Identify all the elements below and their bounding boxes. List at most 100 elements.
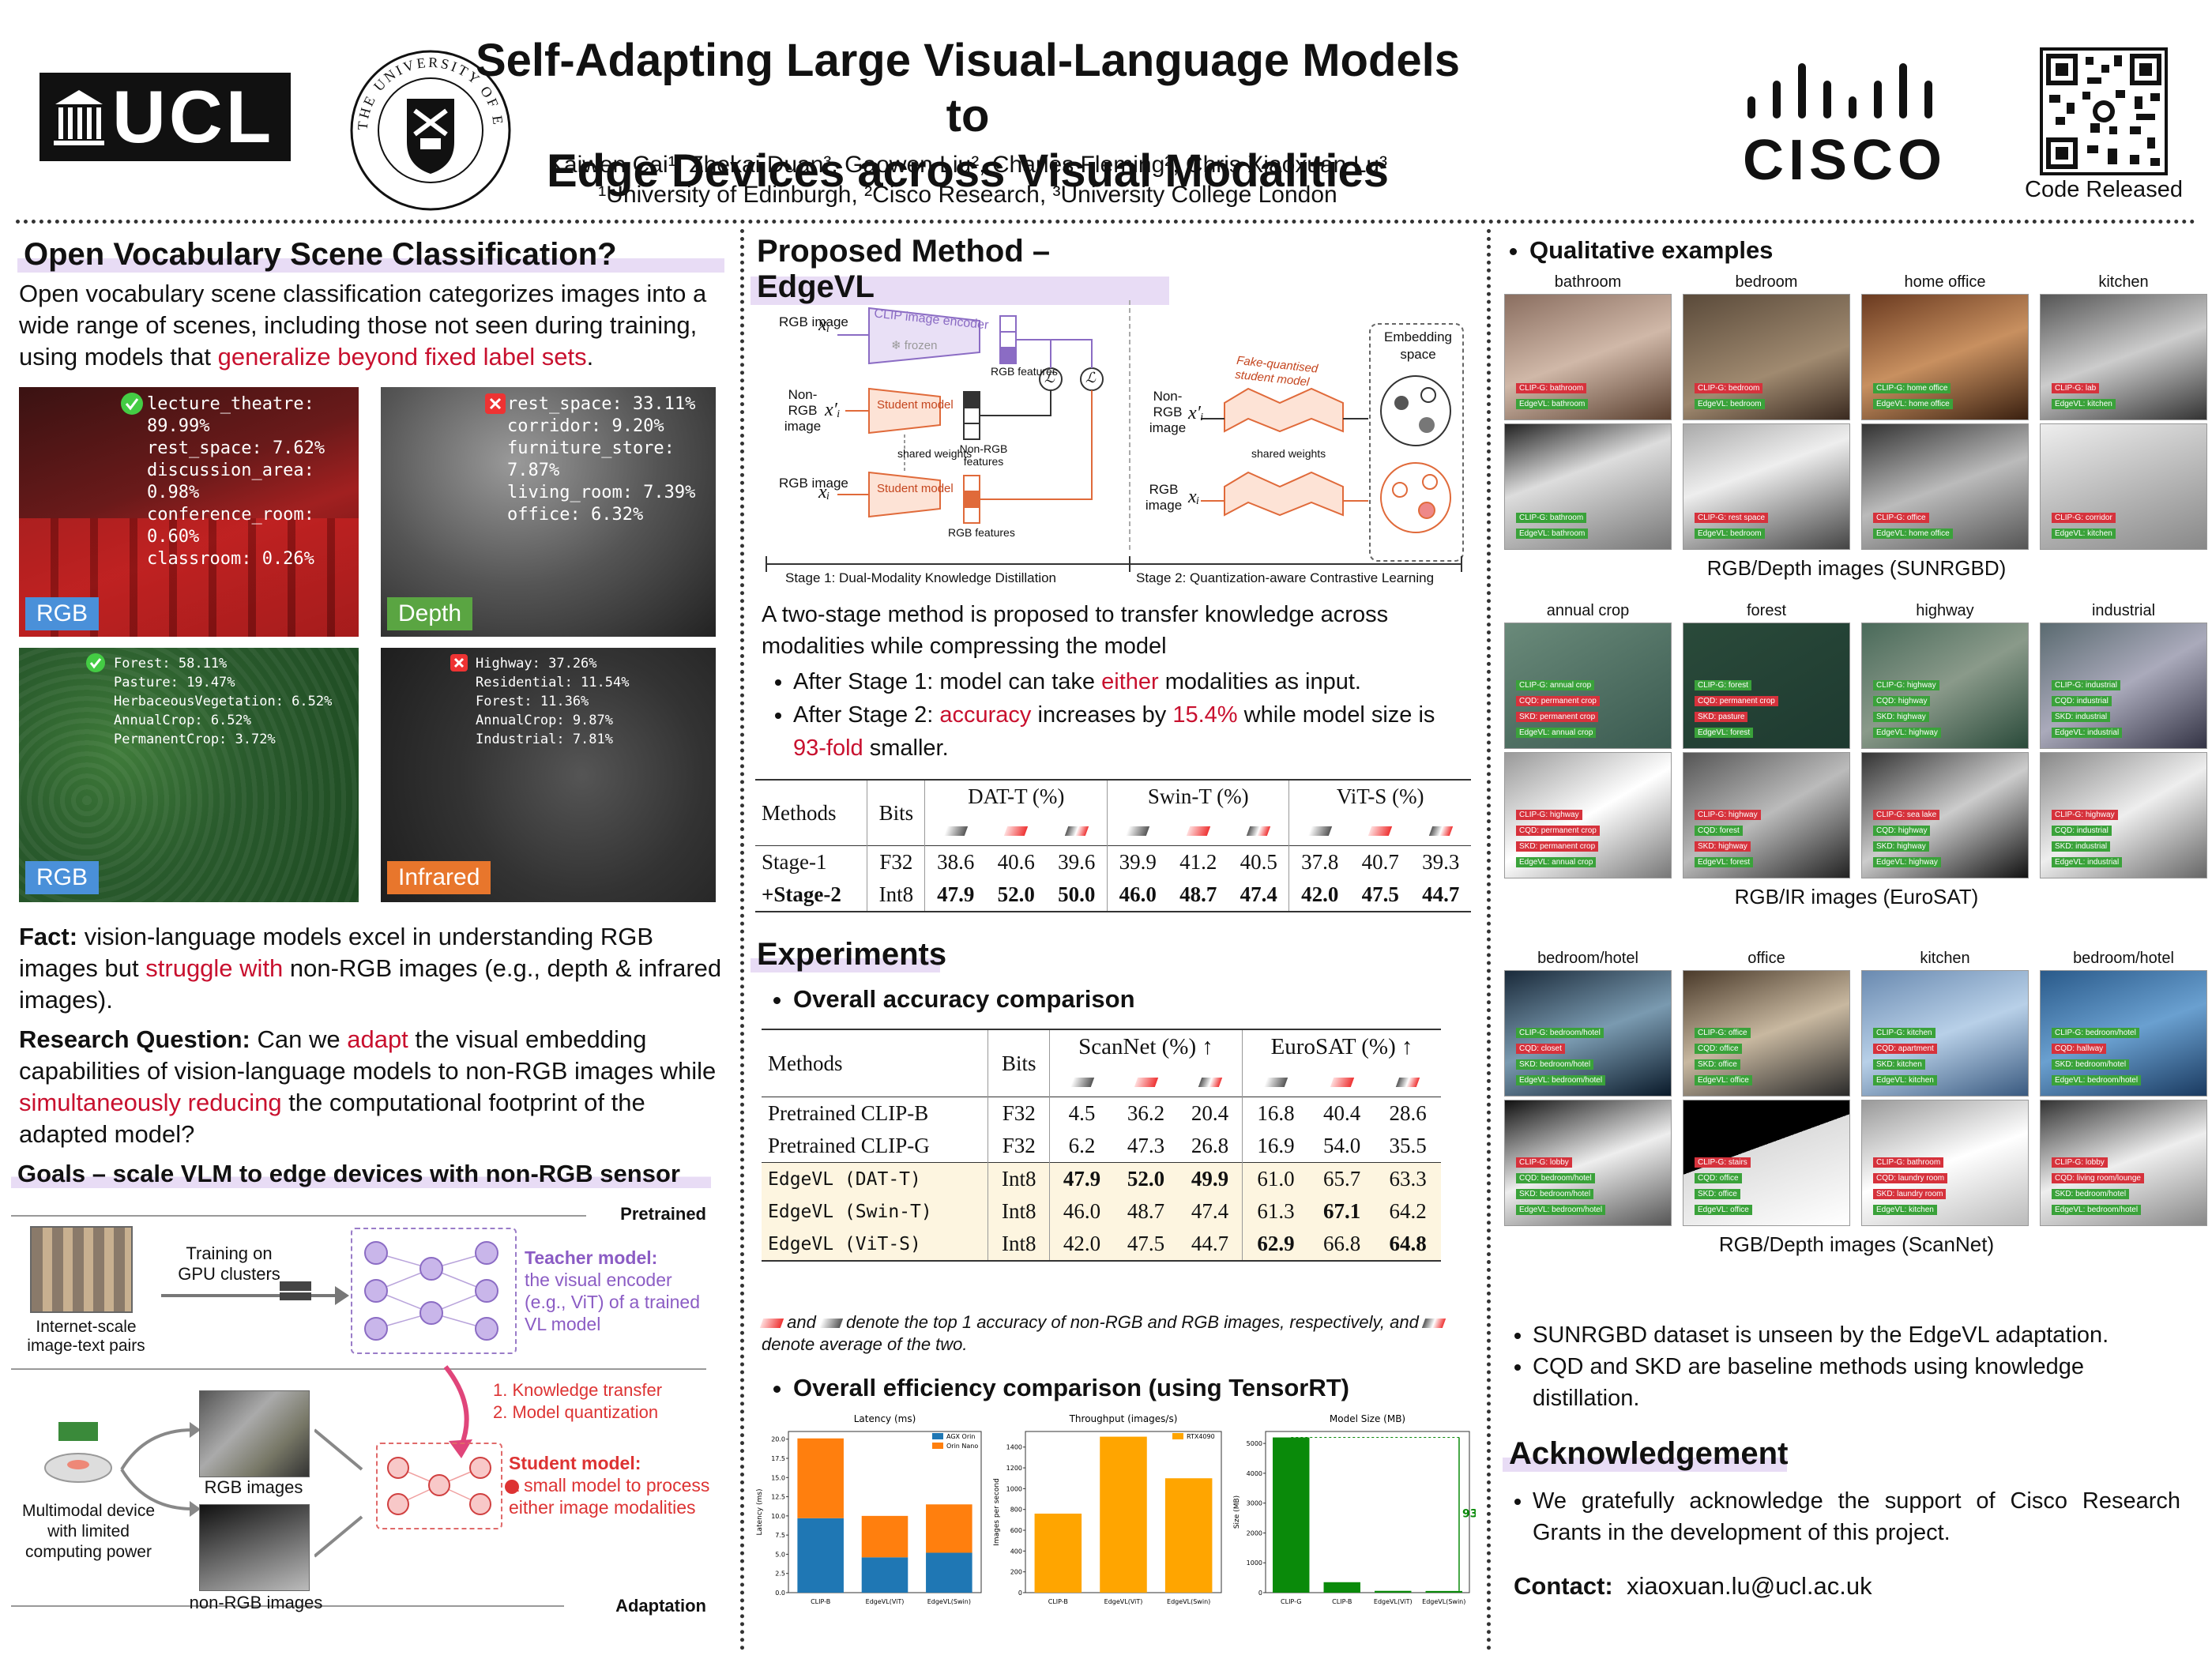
prediction-label: EdgeVL: bedroom/hotel	[2052, 1205, 2142, 1215]
qualitative-thumbnail: CLIP-G: bathroom EdgeVL: bathroom	[1504, 294, 1672, 420]
x-tick-label: EdgeVL(Swin)	[1422, 1598, 1465, 1605]
column-label: industrial	[2091, 602, 2156, 619]
qr-code[interactable]	[2040, 47, 2168, 175]
non-rgb-image-label-s2: Non-RGB image	[1149, 389, 1187, 435]
model-size-chart: Model Size (MB) Size (MB) 0 1000 2000 3000 400…	[1233, 1413, 1476, 1605]
xi-label: xᵢ	[818, 314, 830, 335]
prediction-label: EdgeVL: bathroom	[1516, 529, 1589, 539]
y-tick-label: 1000	[1247, 1559, 1262, 1567]
table-row: EdgeVL (DAT-T) Int8 47.9 52.0 49.9 61.0 65.7…	[762, 1162, 1441, 1195]
prediction-label: EdgeVL: kitchen	[1873, 1205, 1937, 1215]
kt-steps: 1. Knowledge transfer 2. Model quantizati…	[493, 1380, 663, 1422]
x-tick-label: CLIP-B	[1048, 1598, 1068, 1605]
table-row: +Stage-2 Int8 47.9 52.0 50.0 46.0 48.7 47.4 …	[755, 878, 1471, 912]
frozen-label: ❄ frozen	[891, 339, 938, 352]
t1-header-methods: Methods	[755, 780, 868, 846]
table-row: EdgeVL (Swin-T) Int8 46.0 48.7 47.4 61.3 67.…	[762, 1195, 1441, 1228]
goals-diagram: Pretrained Adaptation Internet-scale ima…	[11, 1201, 722, 1651]
prediction-label: EdgeVL: bedroom	[1695, 399, 1765, 409]
y-axis-label: Latency (ms)	[756, 1489, 764, 1536]
y-tick-label: 1200	[1006, 1465, 1022, 1472]
qualitative-grid: bathroom bedroom home office kitchen CLIP-G:…	[1501, 273, 2207, 1316]
qualitative-thumbnail: CLIP-G: bathroom EdgeVL: bathroom	[1504, 423, 1672, 550]
y-axis-label: Images per second	[993, 1478, 1001, 1546]
ack-text: We gratefully acknowledge the support of…	[1501, 1485, 2180, 1548]
depth-tag: Depth	[387, 597, 473, 630]
prediction-label: CLIP-G: bathroom	[1516, 383, 1587, 393]
stage2-label: Stage 2: Quantization-aware Contrastive …	[1136, 570, 1435, 585]
prediction-label: SKD: pasture	[1695, 712, 1748, 722]
prediction-label: CLIP-G: lobby	[1516, 1157, 1572, 1168]
prediction-label: EdgeVL: bedroom/hotel	[2052, 1075, 2142, 1085]
check-icon	[121, 393, 143, 415]
prediction-label: CQD: permanent crop	[1516, 826, 1600, 836]
transfer-arrow-icon	[443, 1365, 472, 1458]
y-tick-label: 10.0	[771, 1513, 785, 1520]
legend-swatch	[932, 1443, 943, 1449]
code-released-label: Code Released	[2025, 177, 2183, 202]
dataset-caption: RGB/Depth images (SUNRGBD)	[1706, 556, 2007, 580]
prediction-label: CLIP-G: office	[1695, 1028, 1751, 1038]
contact-email[interactable]: xiaoxuan.lu@ucl.ac.uk	[1626, 1572, 1872, 1600]
note-baselines: CQD and SKD are baseline methods using k…	[1533, 1351, 2196, 1414]
infrared-tag: Infrared	[387, 861, 491, 894]
y-tick-label: 1400	[1006, 1444, 1022, 1451]
rgb-features-label-2: RGB features	[948, 526, 1015, 539]
fact-text: Fact: vision-language models excel in un…	[19, 923, 722, 1014]
dataset-notes: SUNRGBD dataset is unseen by the EdgeVL …	[1501, 1319, 2196, 1414]
prediction-label: EdgeVL: annual crop	[1516, 728, 1597, 738]
x-tick-label: EdgeVL(Swin)	[927, 1598, 971, 1605]
column-divider-right	[1487, 229, 1491, 1651]
student-box	[376, 1443, 502, 1529]
prediction-label: CLIP-G: kitchen	[1873, 1028, 1936, 1038]
y-tick-label: 17.5	[771, 1455, 785, 1462]
affiliations: ¹University of Edinburgh, ²Cisco Researc…	[598, 182, 1337, 208]
latency-chart: Latency (ms) Latency (ms) 0.0 2.5 5.0 7.5 10.0…	[756, 1413, 982, 1605]
bar	[1375, 1590, 1412, 1593]
prediction-label: CLIP-G: lobby	[2052, 1157, 2108, 1168]
section-title-method: Proposed Method – EdgeVL	[750, 234, 1169, 305]
cisco-text: CISCO	[1742, 129, 1947, 192]
student-label-2: Student model	[877, 482, 954, 495]
prediction-label: CQD: office	[1695, 1173, 1742, 1183]
x-tick-label: EdgeVL(ViT)	[1104, 1598, 1143, 1605]
bar	[1034, 1513, 1082, 1593]
prediction-label: SKD: highway	[1695, 841, 1751, 852]
y-tick-label: 12.5	[771, 1494, 785, 1501]
prediction-label: EdgeVL: industrial	[2052, 857, 2123, 867]
prediction-label: SKD: bedroom/hotel	[1516, 1189, 1594, 1199]
authors: Kaiwen Cai¹, Zhekai Duan³, Gaowen Liu², …	[547, 152, 1388, 178]
teacher-text: Teacher model: the visual encoder (e.g., …	[525, 1247, 701, 1334]
efficiency-heading: Overall efficiency comparison (using Ten…	[762, 1371, 1349, 1405]
prediction-label: EdgeVL: bathroom	[1516, 399, 1589, 409]
x-tick-label: CLIP-B	[811, 1598, 830, 1605]
y-tick-label: 5000	[1247, 1440, 1262, 1447]
x-tick-label: EdgeVL(ViT)	[866, 1598, 905, 1605]
prediction-label: SKD: bedroom/hotel	[2052, 1189, 2130, 1199]
qualitative-thumbnail: CLIP-G: bedroom/hotel CQD: hallway SKD: be…	[2040, 970, 2207, 1097]
t2-header-eurosat: EuroSAT (%) ↑	[1270, 1034, 1413, 1059]
chart-title: Throughput (images/s)	[1069, 1413, 1178, 1424]
qualitative-thumbnail: CLIP-G: sea lake CQD: highway SKD: highway…	[1861, 752, 2029, 878]
loss-label-1: ℒ	[1044, 370, 1055, 386]
embedding-space-label: Embedding space	[1383, 329, 1452, 362]
qualitative-thumbnail: CLIP-G: rest space EdgeVL: bedroom	[1683, 423, 1850, 550]
qr-icon	[2043, 51, 2165, 172]
cisco-logo: CISCO	[1738, 62, 1951, 192]
check-icon	[86, 653, 105, 672]
column-label: forest	[1746, 602, 1787, 619]
qualitative-thumbnail: CLIP-G: stairs CQD: office SKD: office Edge…	[1683, 1100, 1850, 1226]
prediction-label: CLIP-G: stairs	[1695, 1157, 1751, 1168]
ucl-logo: UCL	[40, 73, 291, 161]
prediction-label: CQD: permanent crop	[1695, 696, 1778, 706]
prediction-label: CLIP-G: bedroom/hotel	[2052, 1028, 2139, 1038]
prediction-label: CLIP-G: lab	[2052, 383, 2100, 393]
table-row: Pretrained CLIP-G F32 6.2 47.3 26.8 16.9 54.…	[762, 1130, 1441, 1163]
prediction-label: CLIP-G: annual crop	[1516, 680, 1595, 690]
shared-weights-label-1: shared weights	[897, 447, 972, 460]
qualitative-thumbnail: CLIP-G: lobby CQD: living room/lounge SKD:…	[2040, 1100, 2207, 1226]
internet-label: Internet-scale image-text pairs	[27, 1318, 145, 1355]
avg-swatch-icon	[1178, 1064, 1243, 1097]
column-label: kitchen	[1920, 950, 1970, 967]
method-bullets: After Stage 1: model can take either mod…	[762, 665, 1457, 765]
